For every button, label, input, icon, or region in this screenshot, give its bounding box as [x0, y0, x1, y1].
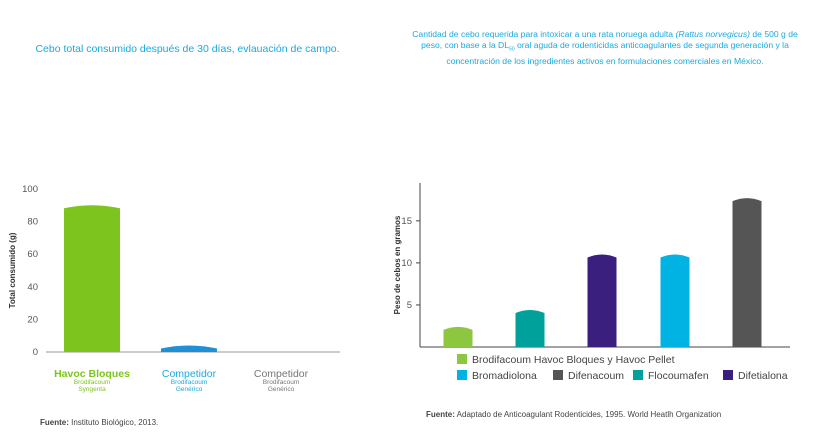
left-y-tick-1: 20	[27, 314, 38, 325]
right-y-axis-label: Peso de cebos en gramos	[393, 215, 402, 314]
right-y-tick-0: 5	[407, 300, 412, 311]
right-legend-label-3: Flocoumafen	[648, 370, 709, 382]
right-title-species: (Rattus norvegicus)	[675, 29, 750, 39]
right-bar-4	[732, 198, 762, 347]
right-legend-label-4: Difetialona	[738, 370, 788, 382]
left-source-label: Fuente:	[40, 418, 69, 427]
left-category-sub1-0: Brodifacoum	[74, 379, 111, 386]
left-category-sub1-2: Brodifacoum	[263, 379, 300, 386]
right-title-part1: Cantidad de cebo requerida para intoxica…	[412, 29, 676, 39]
right-legend-label-0: Brodifacoum Havoc Bloques y Havoc Pellet	[472, 354, 675, 366]
right-chart-title: Cantidad de cebo requerida para intoxica…	[405, 29, 805, 67]
right-title-sub: 50	[509, 46, 515, 53]
right-bar-3	[660, 254, 690, 347]
right-legend-swatch-3	[633, 370, 643, 380]
left-y-tick-4: 80	[27, 217, 38, 228]
right-source: Fuente: Adaptado de Anticoagulant Rodent…	[426, 410, 721, 419]
left-y-axis-label: Total consumido (g)	[8, 232, 17, 308]
left-chart-title: Cebo total consumido después de 30 días,…	[35, 43, 340, 55]
right-source-label: Fuente:	[426, 410, 455, 419]
right-legend-label-2: Difenacoum	[568, 370, 624, 382]
left-bar-1	[161, 345, 217, 352]
left-category-sub2-2: Genérico	[268, 386, 295, 393]
left-y-tick-5: 100	[22, 184, 38, 195]
left-bar-0	[64, 205, 120, 352]
left-y-tick-2: 40	[27, 282, 38, 293]
left-category-sub2-0: Syngenta	[78, 386, 106, 393]
left-source-text: Instituto Biológico, 2013.	[68, 418, 159, 427]
right-title-part2: de 500 g de peso, con base a la DL	[421, 29, 798, 50]
right-bar-0	[443, 326, 473, 347]
left-y-tick-0: 0	[33, 347, 38, 358]
right-bar-2	[587, 254, 617, 347]
right-legend-swatch-1	[457, 370, 467, 380]
left-category-label-0: Havoc Bloques	[54, 368, 130, 380]
right-legend-swatch-2	[553, 370, 563, 380]
left-category-label-1: Competidor	[162, 368, 217, 380]
left-category-sub2-1: Genérico	[176, 386, 203, 393]
right-legend-label-1: Bromadiolona	[472, 370, 537, 382]
left-category-label-2: Competidor	[254, 368, 309, 380]
right-legend-swatch-4	[723, 370, 733, 380]
left-category-sub1-1: Brodifacoum	[171, 379, 208, 386]
left-source: Fuente: Instituto Biológico, 2013.	[40, 418, 158, 427]
right-title-part3: oral aguda de rodenticidas anticoagulant…	[446, 40, 789, 66]
right-bar-1	[515, 309, 545, 347]
right-source-text: Adaptado de Anticoagulant Rodenticides, …	[454, 410, 722, 419]
right-legend-swatch-0	[457, 354, 467, 364]
right-y-tick-2: 15	[401, 216, 412, 227]
right-y-tick-1: 10	[401, 258, 412, 269]
left-y-tick-3: 60	[27, 249, 38, 260]
